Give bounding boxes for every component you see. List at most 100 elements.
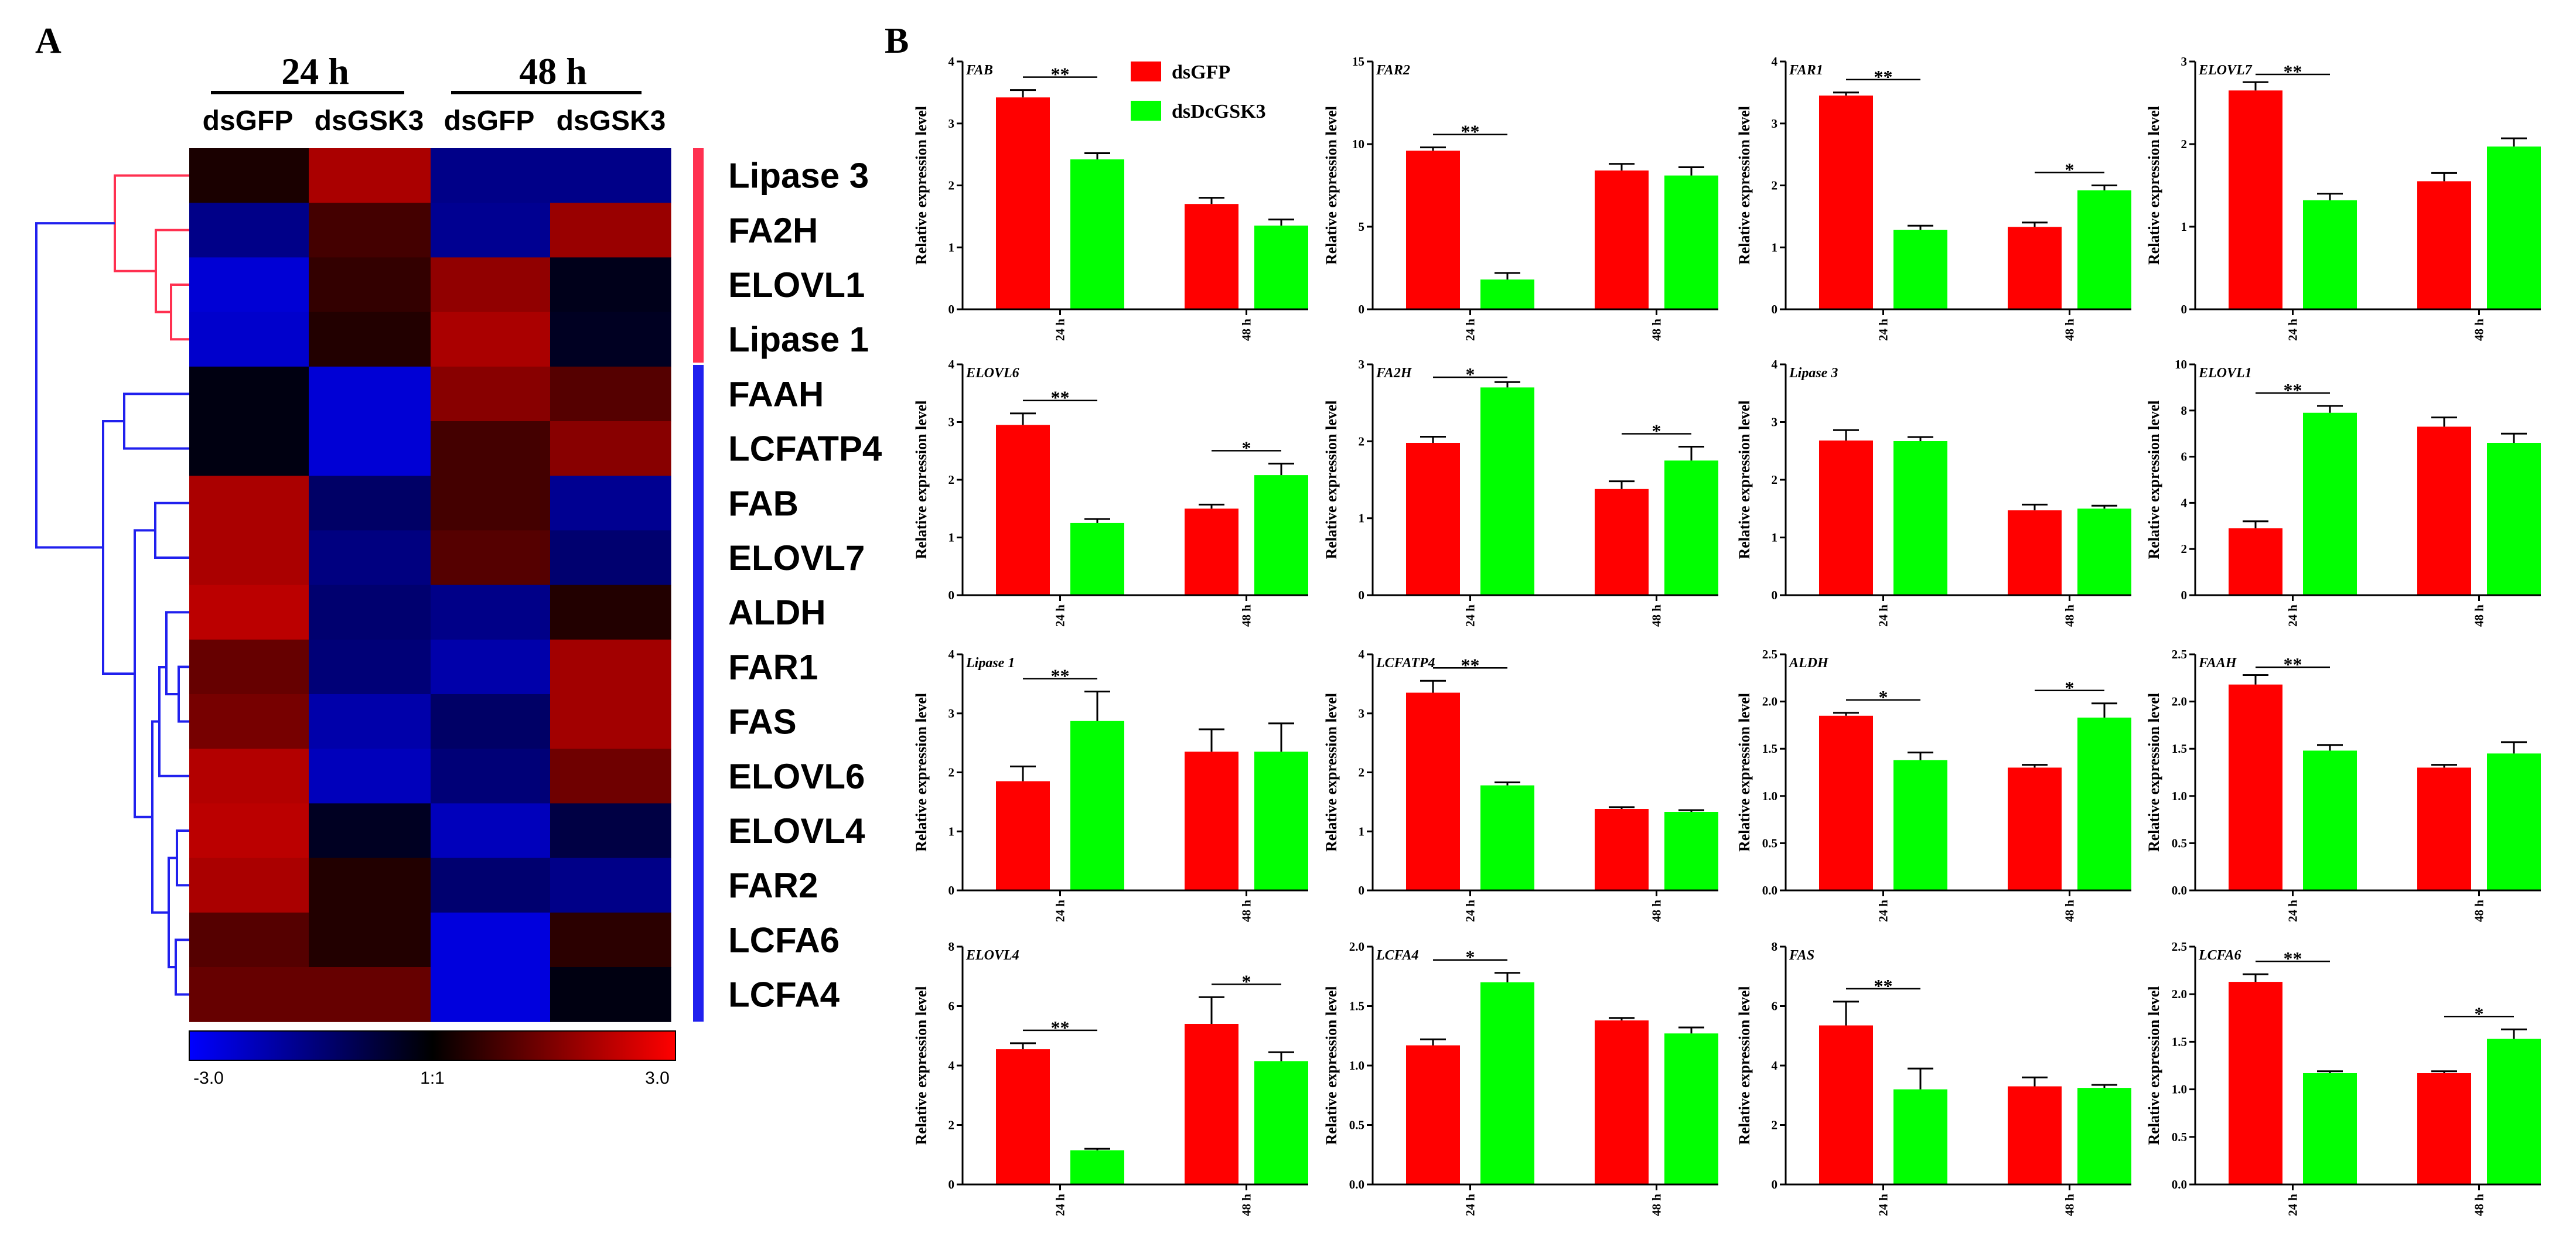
- heatmap-cell-far2-1: [189, 858, 309, 913]
- chart-fab-ytick-label-0: 0: [948, 302, 955, 316]
- chart-aldh-bar-dsgfp-24-h: [1819, 715, 1873, 890]
- chart-fab-ylabel: Relative expression level: [913, 106, 930, 265]
- chart-elovl7-ytick-label-2: 2: [2181, 137, 2188, 151]
- chart-elovl7-ylabel: Relative expression level: [2145, 106, 2162, 265]
- heatmap-row-label-lcfatp4: LCFATP4: [728, 429, 882, 469]
- chart-elovl6-xtick-label-24-h: 24 h: [1053, 605, 1067, 627]
- dendrogram: [35, 174, 189, 996]
- dendro-link-elovl4-far2: [176, 829, 189, 887]
- heatmap-column-label-2: dsGSK3: [315, 105, 424, 136]
- chart-far1-bar-dsdcgsk3-48-h: [2077, 190, 2131, 309]
- legend-label-dsdcgsk3: dsDcGSK3: [1172, 101, 1266, 122]
- chart-elovl1-bar-dsdcgsk3-48-h: [2487, 443, 2541, 595]
- heatmap-cell-lcfa4-3: [431, 967, 551, 1022]
- chart-fab-ytick-label-1: 1: [948, 240, 955, 254]
- heatmap-cell-fas-2: [309, 694, 431, 749]
- chart-aldh-xtick-label-24-h: 24 h: [1876, 900, 1891, 922]
- dendro-link-lcfa6-lcfa4: [175, 938, 189, 996]
- chart-elovl7-bar-dsdcgsk3-48-h: [2487, 146, 2541, 309]
- heatmap-cell-fas-1: [189, 694, 309, 749]
- chart-far1-sig-label-24-h: **: [1874, 66, 1893, 87]
- chart-elovl4-bar-dsgfp-24-h: [996, 1049, 1050, 1184]
- chart-elovl1-bar-dsgfp-24-h: [2229, 528, 2282, 595]
- chart-lcfa6-ytick-label-1: 0.5: [2172, 1130, 2187, 1144]
- chart-elovl4-ytick-label-3: 6: [948, 999, 955, 1013]
- chart-far1-sig-label-48-h: *: [2065, 159, 2075, 180]
- chart-fab-xtick-label-24-h: 24 h: [1053, 319, 1067, 341]
- chart-lipase-1-ytick-label-2: 2: [948, 766, 955, 780]
- chart-elovl6-ytick-label-2: 2: [948, 473, 955, 487]
- dendro-link-fab-elovl7: [154, 501, 189, 559]
- chart-far2-ytick-label-2: 10: [1352, 137, 1364, 151]
- heatmap-column-label-3: dsGFP: [444, 105, 535, 136]
- chart-fab-bar-dsgfp-48-h: [1185, 204, 1238, 309]
- chart-far2-sig-label-24-h: **: [1461, 121, 1480, 142]
- chart-lcfa4-ytick-label-4: 2.0: [1349, 940, 1364, 954]
- chart-far1-xtick-label-48-h: 48 h: [2063, 319, 2077, 341]
- chart-fab-ytick-label-3: 3: [948, 117, 955, 131]
- chart-fas-ytick-label-4: 8: [1772, 940, 1778, 954]
- chart-fab-xtick-label-48-h: 48 h: [1240, 319, 1254, 341]
- chart-lcfatp4-xtick-label-48-h: 48 h: [1650, 900, 1664, 922]
- heatmap-cell-fas-4: [550, 694, 671, 749]
- heatmap-cell-lcfa6-2: [309, 912, 431, 968]
- chart-lcfa6-bar-dsgfp-48-h: [2417, 1073, 2471, 1184]
- chart-far2-ytick-label-1: 5: [1359, 220, 1365, 234]
- chart-fa2h-ytick-label-1: 1: [1359, 511, 1365, 525]
- chart-fab: Relative expression level FAB 0 1 2 3 4 24 h 48 …: [913, 54, 1308, 341]
- heatmap-cell-fab-2: [309, 476, 431, 531]
- heatmap-cell-lipase-1-2: [309, 312, 431, 367]
- chart-fas-sig-label-24-h: **: [1874, 975, 1893, 996]
- chart-fa2h-sig-label-48-h: *: [1652, 421, 1661, 442]
- chart-far1-ytick-label-3: 3: [1772, 117, 1778, 131]
- chart-aldh-ylabel: Relative expression level: [1736, 693, 1753, 852]
- chart-fab-bar-dsdcgsk3-24-h: [1070, 159, 1124, 309]
- chart-faah-bar-dsdcgsk3-48-h: [2487, 753, 2541, 890]
- chart-far1-ytick-label-1: 1: [1772, 240, 1778, 254]
- chart-elovl7-bar-dsdcgsk3-24-h: [2303, 200, 2357, 309]
- bar-chart-grid: Relative expression level FAB 0 1 2 3 4 24 h 48 …: [913, 54, 2541, 1216]
- chart-lipase-3-bar-dsdcgsk3-24-h: [1893, 441, 1947, 595]
- chart-elovl1-ytick-label-4: 8: [2181, 404, 2188, 418]
- panel-label-a: A: [35, 21, 62, 61]
- heatmap-cell-far1-4: [550, 639, 671, 695]
- dendro-link-faah-lcfatp4: [123, 392, 189, 450]
- chart-lcfa6-ytick-label-4: 2.0: [2172, 987, 2187, 1001]
- chart-elovl6-bar-dsgfp-48-h: [1185, 508, 1238, 596]
- chart-faah: Relative expression level FAAH 0.0 0.5 1.0 1.…: [2145, 647, 2541, 922]
- chart-lcfa6-bar-dsgfp-24-h: [2229, 982, 2282, 1184]
- chart-faah-ytick-label-0: 0.0: [2172, 883, 2187, 897]
- chart-lipase-1-sig-label-24-h: **: [1051, 665, 1070, 687]
- chart-fab-ytick-label-2: 2: [948, 179, 955, 193]
- chart-far2-bar-dsdcgsk3-48-h: [1664, 175, 1718, 309]
- heatmap-cell-lcfatp4-1: [189, 421, 309, 476]
- chart-far1-xtick-label-24-h: 24 h: [1876, 319, 1891, 341]
- chart-faah-ytick-label-4: 2.0: [2172, 695, 2187, 709]
- chart-lcfa4-xtick-label-24-h: 24 h: [1463, 1194, 1478, 1216]
- heatmap-cell-faah-1: [189, 366, 309, 422]
- chart-lipase-3-title: Lipase 3: [1789, 366, 1838, 381]
- chart-lcfatp4: Relative expression level LCFATP4 0 1 2 3 4 24 …: [1323, 647, 1718, 922]
- chart-lipase-1-ytick-label-3: 3: [948, 706, 955, 721]
- heatmap-cell-lcfa6-1: [189, 912, 309, 968]
- chart-fas-bar-dsdcgsk3-24-h: [1893, 1089, 1947, 1184]
- heatmap-cell-lcfatp4-4: [550, 421, 671, 476]
- chart-aldh-ytick-label-3: 1.5: [1762, 742, 1777, 756]
- heatmap-cell-fa2h-2: [309, 203, 431, 258]
- heatmap-cell-lcfa4-2: [309, 967, 431, 1022]
- chart-fas-ytick-label-2: 4: [1772, 1059, 1778, 1073]
- chart-lipase-3-xtick-label-24-h: 24 h: [1876, 605, 1891, 627]
- chart-elovl1-xtick-label-24-h: 24 h: [2286, 605, 2300, 627]
- heatmap-cell-far1-2: [309, 639, 431, 695]
- chart-lcfa4-ytick-label-3: 1.5: [1349, 999, 1364, 1013]
- dendro-root-link: [35, 222, 115, 549]
- chart-fab-ytick-label-4: 4: [948, 54, 955, 69]
- heatmap-color-scale: [189, 1030, 676, 1061]
- chart-elovl6-bar-dsdcgsk3-48-h: [1254, 475, 1308, 595]
- chart-elovl7-xtick-label-48-h: 48 h: [2472, 319, 2486, 341]
- chart-faah-xtick-label-24-h: 24 h: [2286, 900, 2300, 922]
- chart-lcfatp4-ytick-label-4: 4: [1359, 647, 1365, 661]
- chart-lcfatp4-ytick-label-0: 0: [1359, 883, 1365, 897]
- chart-fas-ytick-label-0: 0: [1772, 1177, 1778, 1191]
- chart-far1-title: FAR1: [1789, 63, 1823, 78]
